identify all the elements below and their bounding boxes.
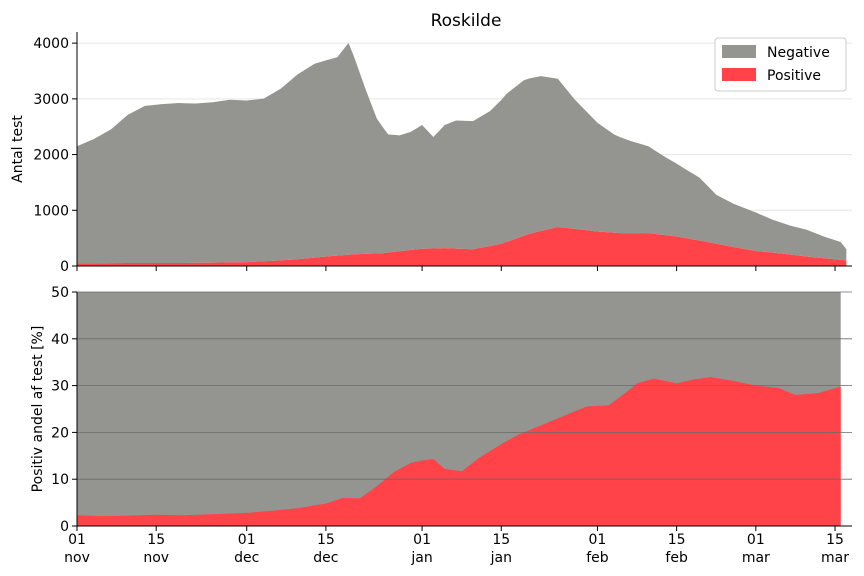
bottom-x-tick-day: 01: [413, 532, 431, 548]
legend-swatch-positive: [722, 68, 756, 81]
bottom-x-tick-day: 15: [492, 532, 510, 548]
bottom-y-tick-label: 0: [60, 519, 69, 535]
bottom-grid: [77, 291, 852, 480]
legend: Negative Positive: [714, 37, 847, 92]
bottom-x-tick-day: 01: [589, 532, 607, 548]
top-panel: Roskilde 0 1000 2000 3000 4000 Antal test Ne…: [10, 11, 852, 275]
bottom-x-tick-day: 15: [826, 532, 844, 548]
top-y-tick-label: 1000: [33, 203, 69, 219]
top-y-tick-label: 2000: [33, 148, 69, 164]
bottom-x-tick-month: jan: [410, 550, 432, 566]
bottom-y-tick-label: 10: [51, 472, 69, 488]
bottom-x-tick-day: 01: [747, 532, 765, 548]
top-y-axis-label: Antal test: [10, 115, 26, 183]
bottom-x-tick-month: mar: [821, 550, 849, 566]
bottom-x-tick-month: nov: [143, 550, 169, 566]
legend-swatch-negative: [722, 45, 756, 58]
bottom-x-tick-day: 15: [668, 532, 686, 548]
chart-title: Roskilde: [431, 11, 502, 31]
bottom-x-tick-month: dec: [313, 550, 338, 566]
bottom-y-tick-label: 30: [51, 379, 69, 395]
top-x-ticks: [76, 266, 836, 271]
bottom-x-tick-day: 15: [317, 532, 335, 548]
bottom-x-tick-day: 01: [238, 532, 256, 548]
bottom-x-tick-month: jan: [490, 550, 512, 566]
bottom-x-tick-month: feb: [665, 550, 688, 566]
bottom-y-tick-label: 50: [51, 285, 69, 301]
top-area-positive: [77, 227, 847, 266]
legend-label-negative: Negative: [767, 45, 830, 61]
top-y-tick-label: 0: [60, 259, 69, 275]
top-y-ticks: 0 1000 2000 3000 4000: [33, 36, 77, 275]
top-y-tick-label: 3000: [33, 92, 69, 108]
legend-label-positive: Positive: [767, 68, 821, 84]
top-areas: [77, 43, 847, 266]
bottom-x-ticks: 01 nov 15 nov 01 dec 15 dec 01 jan 15 jan 01 feb 15 feb…: [64, 526, 849, 566]
bottom-y-axis-label: Positiv andel af test [%]: [30, 326, 46, 493]
bottom-x-tick-month: feb: [586, 550, 609, 566]
bottom-x-tick-day: 01: [68, 532, 86, 548]
bottom-x-tick-day: 15: [147, 532, 165, 548]
bottom-x-tick-month: mar: [742, 550, 770, 566]
bottom-y-tick-label: 40: [51, 332, 69, 348]
bottom-y-ticks: 0 10 20 30 40 50: [51, 285, 77, 535]
bottom-x-tick-month: dec: [234, 550, 259, 566]
bottom-y-tick-label: 20: [51, 425, 69, 441]
bottom-x-tick-month: nov: [64, 550, 90, 566]
bottom-areas: [77, 292, 841, 526]
top-area-negative: [77, 43, 847, 264]
bottom-area-positive: [77, 377, 841, 526]
top-y-tick-label: 4000: [33, 36, 69, 52]
